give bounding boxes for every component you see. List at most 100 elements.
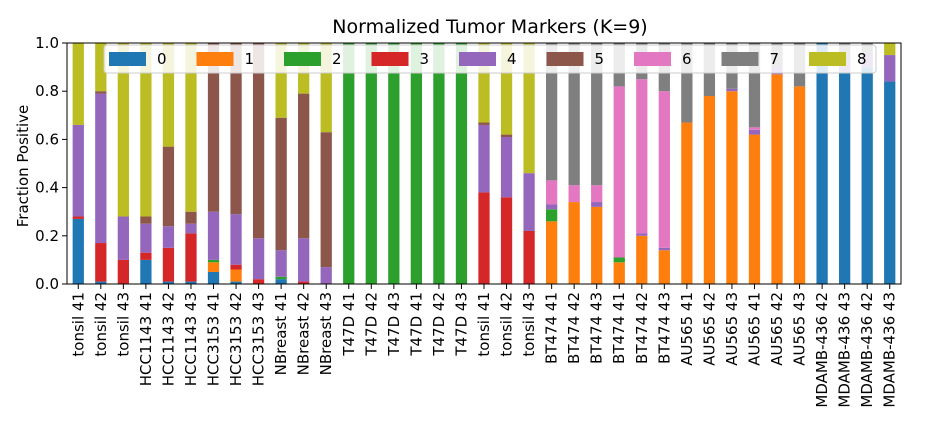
bar-segment-2: [388, 43, 400, 284]
bar-segment-8: [162, 43, 175, 147]
bar-segment-0: [839, 71, 851, 284]
bar-segment-1: [230, 269, 242, 282]
legend-entry: 8: [857, 50, 867, 68]
legend-entry: 5: [595, 50, 605, 68]
bar-segment-8: [275, 43, 287, 118]
bar-segment-4: [545, 204, 558, 210]
bar-segment-4: [95, 93, 107, 244]
x-tick-label: MDAMB-436 42: [813, 292, 831, 408]
x-tick-label: T47D 43: [452, 292, 470, 357]
bar-segment-1: [207, 262, 220, 272]
x-tick-label: BT474 41: [543, 292, 561, 364]
y-tick-label: 0.6: [35, 130, 59, 148]
bar-segment-6: [748, 127, 761, 130]
y-tick-label: 0.0: [35, 275, 59, 293]
bar-segment-8: [320, 43, 332, 133]
bar-segment-2: [545, 209, 558, 222]
bar-segment-3: [298, 281, 310, 284]
bar-segment-6: [591, 185, 603, 203]
x-tick-label: NBreast 41: [272, 292, 290, 375]
bar-segment-5: [140, 216, 152, 224]
legend-swatch: [721, 52, 759, 66]
legend-entry: 7: [770, 50, 780, 68]
bar-segment-2: [207, 259, 220, 263]
bar-segment-4: [207, 211, 220, 260]
bar-segment-3: [162, 247, 175, 282]
bar-segment-4: [726, 88, 738, 92]
bar-segment-1: [748, 134, 761, 284]
bar-segment-6: [636, 79, 648, 234]
x-tick-label: HCC3153 41: [205, 292, 223, 386]
bar-segment-5: [162, 146, 175, 227]
legend-swatch: [371, 52, 409, 66]
bar-segment-5: [252, 43, 265, 239]
bar-segment-4: [500, 136, 513, 198]
bar-segment-0: [275, 279, 287, 284]
legend-entry: 2: [332, 50, 342, 68]
x-tick-label: HCC1143 41: [137, 292, 155, 386]
bar-segment-4: [162, 226, 175, 248]
x-tick-label: AU565 42: [700, 292, 718, 366]
bar-segment-0: [884, 81, 896, 284]
x-tick-label: BT474 42: [565, 292, 583, 364]
bar-segment-4: [230, 214, 242, 265]
x-tick-label: MDAMB-436 43: [836, 292, 854, 408]
bar-segment-7: [545, 43, 558, 181]
bar-segment-0: [185, 281, 197, 284]
bar-segment-1: [636, 235, 648, 284]
x-tick-label: tonsil 41: [475, 292, 493, 357]
bar-segment-8: [72, 43, 84, 125]
bar-segment-2: [410, 43, 423, 284]
bar-segment-8: [500, 43, 513, 135]
y-tick-label: 0.2: [35, 227, 59, 245]
bar-segment-4: [523, 173, 535, 231]
bar-segment-5: [185, 211, 197, 224]
y-tick-label: 0.8: [35, 82, 59, 100]
bar-segment-3: [117, 259, 129, 284]
bar-segment-2: [275, 276, 287, 280]
bar-segment-5: [478, 122, 490, 125]
bar-segment-0: [95, 281, 107, 284]
bar-segment-6: [658, 91, 670, 248]
bar-segment-3: [185, 233, 197, 282]
legend-swatch: [809, 52, 846, 66]
bar-segment-3: [523, 230, 535, 284]
bar-segment-8: [185, 43, 197, 212]
bar-segment-4: [140, 223, 152, 253]
legend-swatch: [196, 52, 234, 66]
y-tick-label: 1.0: [35, 34, 59, 52]
x-tick-label: tonsil 42: [92, 292, 110, 357]
x-tick-label: HCC3153 42: [227, 292, 245, 386]
bar-segment-3: [140, 252, 152, 260]
bar-segment-5: [320, 132, 332, 268]
bar-segment-8: [95, 43, 107, 92]
x-tick-label: tonsil 43: [114, 292, 132, 357]
x-tick-label: HCC1143 42: [159, 292, 177, 386]
bar-segment-7: [591, 43, 603, 186]
bar-segment-3: [72, 216, 84, 219]
bar-segment-1: [613, 262, 625, 284]
bar-segment-5: [230, 43, 242, 215]
bar-segment-1: [545, 221, 558, 284]
bar-segment-4: [117, 216, 129, 260]
bar-segment-8: [478, 43, 490, 123]
chart-title: Normalized Tumor Markers (K=9): [332, 16, 647, 38]
bar-segment-4: [252, 238, 265, 280]
x-tick-label: tonsil 41: [69, 292, 87, 357]
x-tick-label: tonsil 43: [520, 292, 538, 357]
bar-segment-0: [230, 281, 242, 284]
bars-group: [72, 43, 896, 285]
bar-segment-1: [591, 206, 603, 284]
y-ticks-group: 0.0 0.2 0.4 0.6 0.8 1.0: [35, 34, 67, 293]
bar-segment-4: [591, 202, 603, 207]
y-tick-label: 0.4: [35, 179, 59, 197]
bar-segment-6: [613, 86, 625, 258]
bar-segment-0: [861, 67, 873, 284]
bar-segment-0: [72, 218, 84, 284]
x-tick-label: BT474 42: [633, 292, 651, 364]
bar-segment-8: [117, 43, 129, 217]
legend-entry: 6: [682, 50, 692, 68]
x-tick-label: AU565 42: [768, 292, 786, 366]
bar-segment-1: [793, 86, 806, 284]
